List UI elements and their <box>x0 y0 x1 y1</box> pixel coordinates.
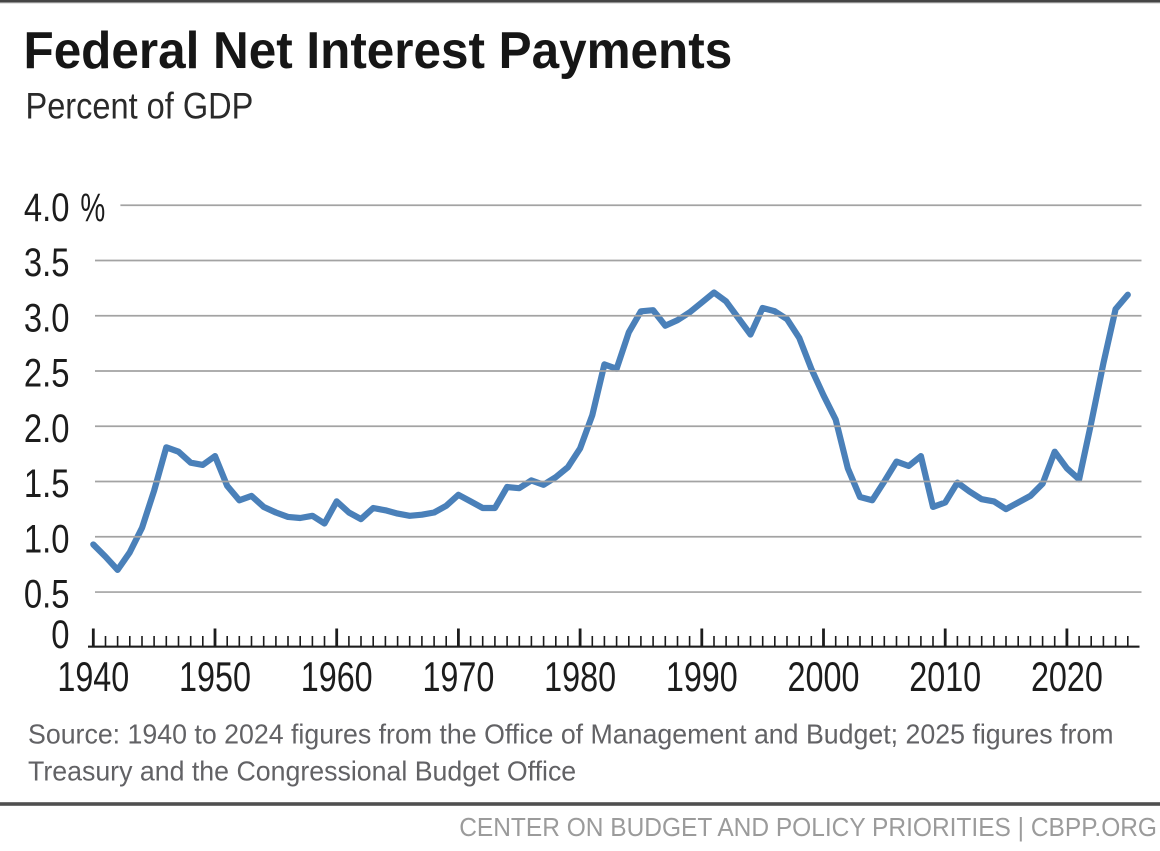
svg-text:2.0: 2.0 <box>24 406 70 451</box>
svg-text:2020: 2020 <box>1031 653 1103 700</box>
svg-text:1.0: 1.0 <box>24 516 70 561</box>
svg-text:3.0: 3.0 <box>24 295 70 340</box>
svg-text:2.5: 2.5 <box>24 351 70 396</box>
svg-text:2000: 2000 <box>788 653 860 700</box>
svg-text:1940: 1940 <box>57 653 129 700</box>
svg-text:2010: 2010 <box>909 653 981 700</box>
svg-text:Treasury and the Congressional: Treasury and the Congressional Budget Of… <box>28 755 576 786</box>
svg-text:1990: 1990 <box>666 653 738 700</box>
svg-text:1.5: 1.5 <box>24 461 70 506</box>
svg-text:1980: 1980 <box>544 653 616 700</box>
svg-text:1950: 1950 <box>179 653 251 700</box>
svg-text:4.0: 4.0 <box>24 185 70 230</box>
svg-text:1960: 1960 <box>301 653 373 700</box>
svg-text:Source: 1940 to 2024 figures f: Source: 1940 to 2024 figures from the Of… <box>28 718 1113 749</box>
svg-text:0: 0 <box>51 612 69 657</box>
svg-text:%: % <box>80 187 105 231</box>
svg-text:CENTER ON BUDGET AND POLICY PR: CENTER ON BUDGET AND POLICY PRIORITIES |… <box>459 814 1157 843</box>
svg-text:0.5: 0.5 <box>24 572 70 617</box>
svg-text:3.5: 3.5 <box>24 240 70 285</box>
svg-text:Federal Net Interest Payments: Federal Net Interest Payments <box>24 21 733 79</box>
svg-text:1970: 1970 <box>422 653 494 700</box>
svg-text:Percent of GDP: Percent of GDP <box>26 85 254 126</box>
